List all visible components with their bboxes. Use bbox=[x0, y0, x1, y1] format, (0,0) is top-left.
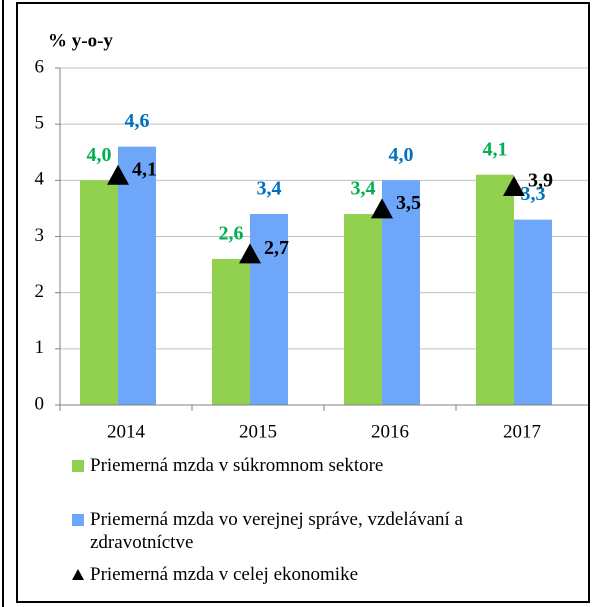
value-label: 3,5 bbox=[396, 192, 421, 214]
x-tick-label: 2015 bbox=[239, 421, 277, 442]
value-label: 4,1 bbox=[132, 158, 157, 180]
x-tick-label: 2017 bbox=[503, 421, 541, 442]
x-tick-label: 2014 bbox=[107, 421, 146, 442]
y-tick-label: 4 bbox=[35, 169, 45, 190]
legend-label: Priemerná mzda vo verejnej správe, vzdel… bbox=[90, 509, 463, 553]
x-tick-label: 2016 bbox=[371, 421, 409, 442]
y-tick-label: 2 bbox=[35, 281, 45, 302]
value-label: 2,7 bbox=[264, 237, 289, 259]
bar bbox=[344, 214, 382, 405]
bar bbox=[514, 219, 552, 405]
legend-marker bbox=[72, 514, 84, 526]
panel-edge bbox=[2, 0, 4, 607]
legend-label: Priemerná mzda v súkromnom sektore bbox=[90, 455, 384, 476]
y-tick-label: 5 bbox=[35, 113, 45, 134]
marker bbox=[371, 198, 393, 219]
chart-title: % y-o-y bbox=[48, 30, 113, 51]
marker bbox=[503, 175, 525, 196]
chart-frame bbox=[16, 2, 590, 603]
y-tick-label: 1 bbox=[35, 337, 45, 358]
value-label: 4,1 bbox=[483, 138, 508, 160]
value-label: 4,0 bbox=[87, 144, 112, 166]
bar bbox=[80, 180, 118, 405]
value-label: 3,4 bbox=[257, 178, 282, 200]
bar bbox=[118, 146, 156, 405]
legend-marker bbox=[72, 569, 84, 580]
value-label: 2,6 bbox=[219, 223, 244, 245]
bar bbox=[476, 174, 514, 405]
value-label: 3,9 bbox=[528, 170, 553, 192]
bar bbox=[250, 214, 288, 405]
legend-marker bbox=[72, 460, 84, 472]
marker bbox=[239, 243, 261, 264]
value-label: 3,3 bbox=[521, 183, 546, 205]
value-label: 4,0 bbox=[389, 144, 414, 166]
legend-label: Priemerná mzda v celej ekonomike bbox=[90, 564, 359, 585]
bar bbox=[212, 258, 250, 405]
value-label: 3,4 bbox=[351, 178, 376, 200]
y-tick-label: 0 bbox=[35, 393, 45, 414]
y-tick-label: 6 bbox=[35, 56, 45, 77]
marker bbox=[107, 164, 129, 185]
value-label: 4,6 bbox=[125, 110, 150, 132]
y-tick-label: 3 bbox=[35, 225, 45, 246]
